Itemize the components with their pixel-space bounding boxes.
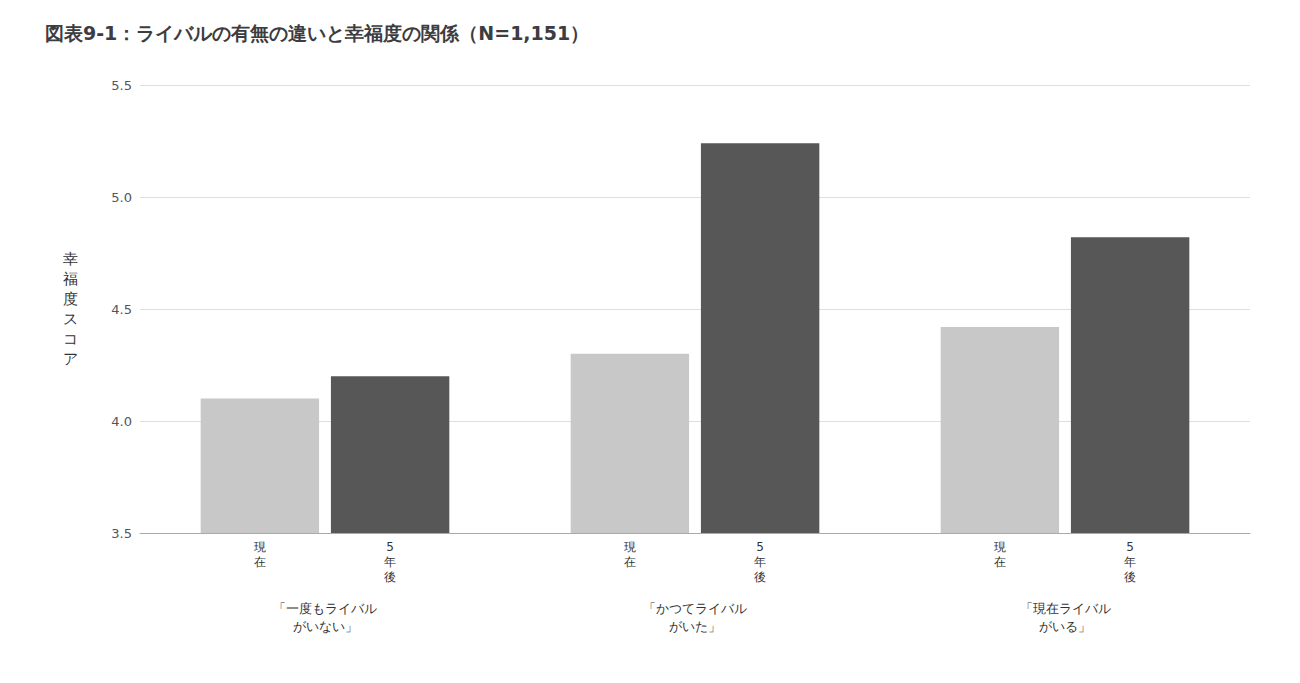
svg-text:4.5: 4.5 <box>111 302 132 317</box>
svg-text:5.5: 5.5 <box>111 78 132 93</box>
svg-text:ア: ア <box>63 350 78 368</box>
svg-text:ス: ス <box>63 310 78 328</box>
svg-text:3.5: 3.5 <box>111 526 132 541</box>
svg-text:がいる」: がいる」 <box>1039 619 1091 634</box>
svg-text:福: 福 <box>63 270 78 288</box>
svg-text:5: 5 <box>756 540 764 554</box>
svg-text:現: 現 <box>624 540 636 554</box>
svg-text:コ: コ <box>63 330 78 348</box>
svg-text:がいない」: がいない」 <box>293 619 358 634</box>
svg-text:「一度もライバル: 「一度もライバル <box>273 601 377 616</box>
svg-text:図表9-1：ライバルの有無の違いと幸福度の関係（N=1,15: 図表9-1：ライバルの有無の違いと幸福度の関係（N=1,151） <box>45 22 589 44</box>
svg-text:がいた」: がいた」 <box>669 619 721 634</box>
svg-text:在: 在 <box>994 555 1006 569</box>
svg-text:現: 現 <box>254 540 266 554</box>
svg-text:4.0: 4.0 <box>111 414 132 429</box>
svg-text:年: 年 <box>384 555 396 569</box>
svg-text:5.0: 5.0 <box>111 190 132 205</box>
svg-text:年: 年 <box>754 555 766 569</box>
svg-text:幸: 幸 <box>63 250 78 268</box>
svg-text:「現在ライバル: 「現在ライバル <box>1020 601 1111 616</box>
svg-text:後: 後 <box>1124 570 1136 584</box>
svg-text:「かつてライバル: 「かつてライバル <box>643 601 747 616</box>
svg-text:5: 5 <box>1126 540 1134 554</box>
svg-text:5: 5 <box>386 540 394 554</box>
svg-text:年: 年 <box>1124 555 1136 569</box>
svg-text:後: 後 <box>384 570 396 584</box>
svg-text:在: 在 <box>624 555 636 569</box>
svg-text:現: 現 <box>994 540 1006 554</box>
svg-text:在: 在 <box>254 555 266 569</box>
svg-text:度: 度 <box>63 290 78 308</box>
svg-text:後: 後 <box>754 570 766 584</box>
